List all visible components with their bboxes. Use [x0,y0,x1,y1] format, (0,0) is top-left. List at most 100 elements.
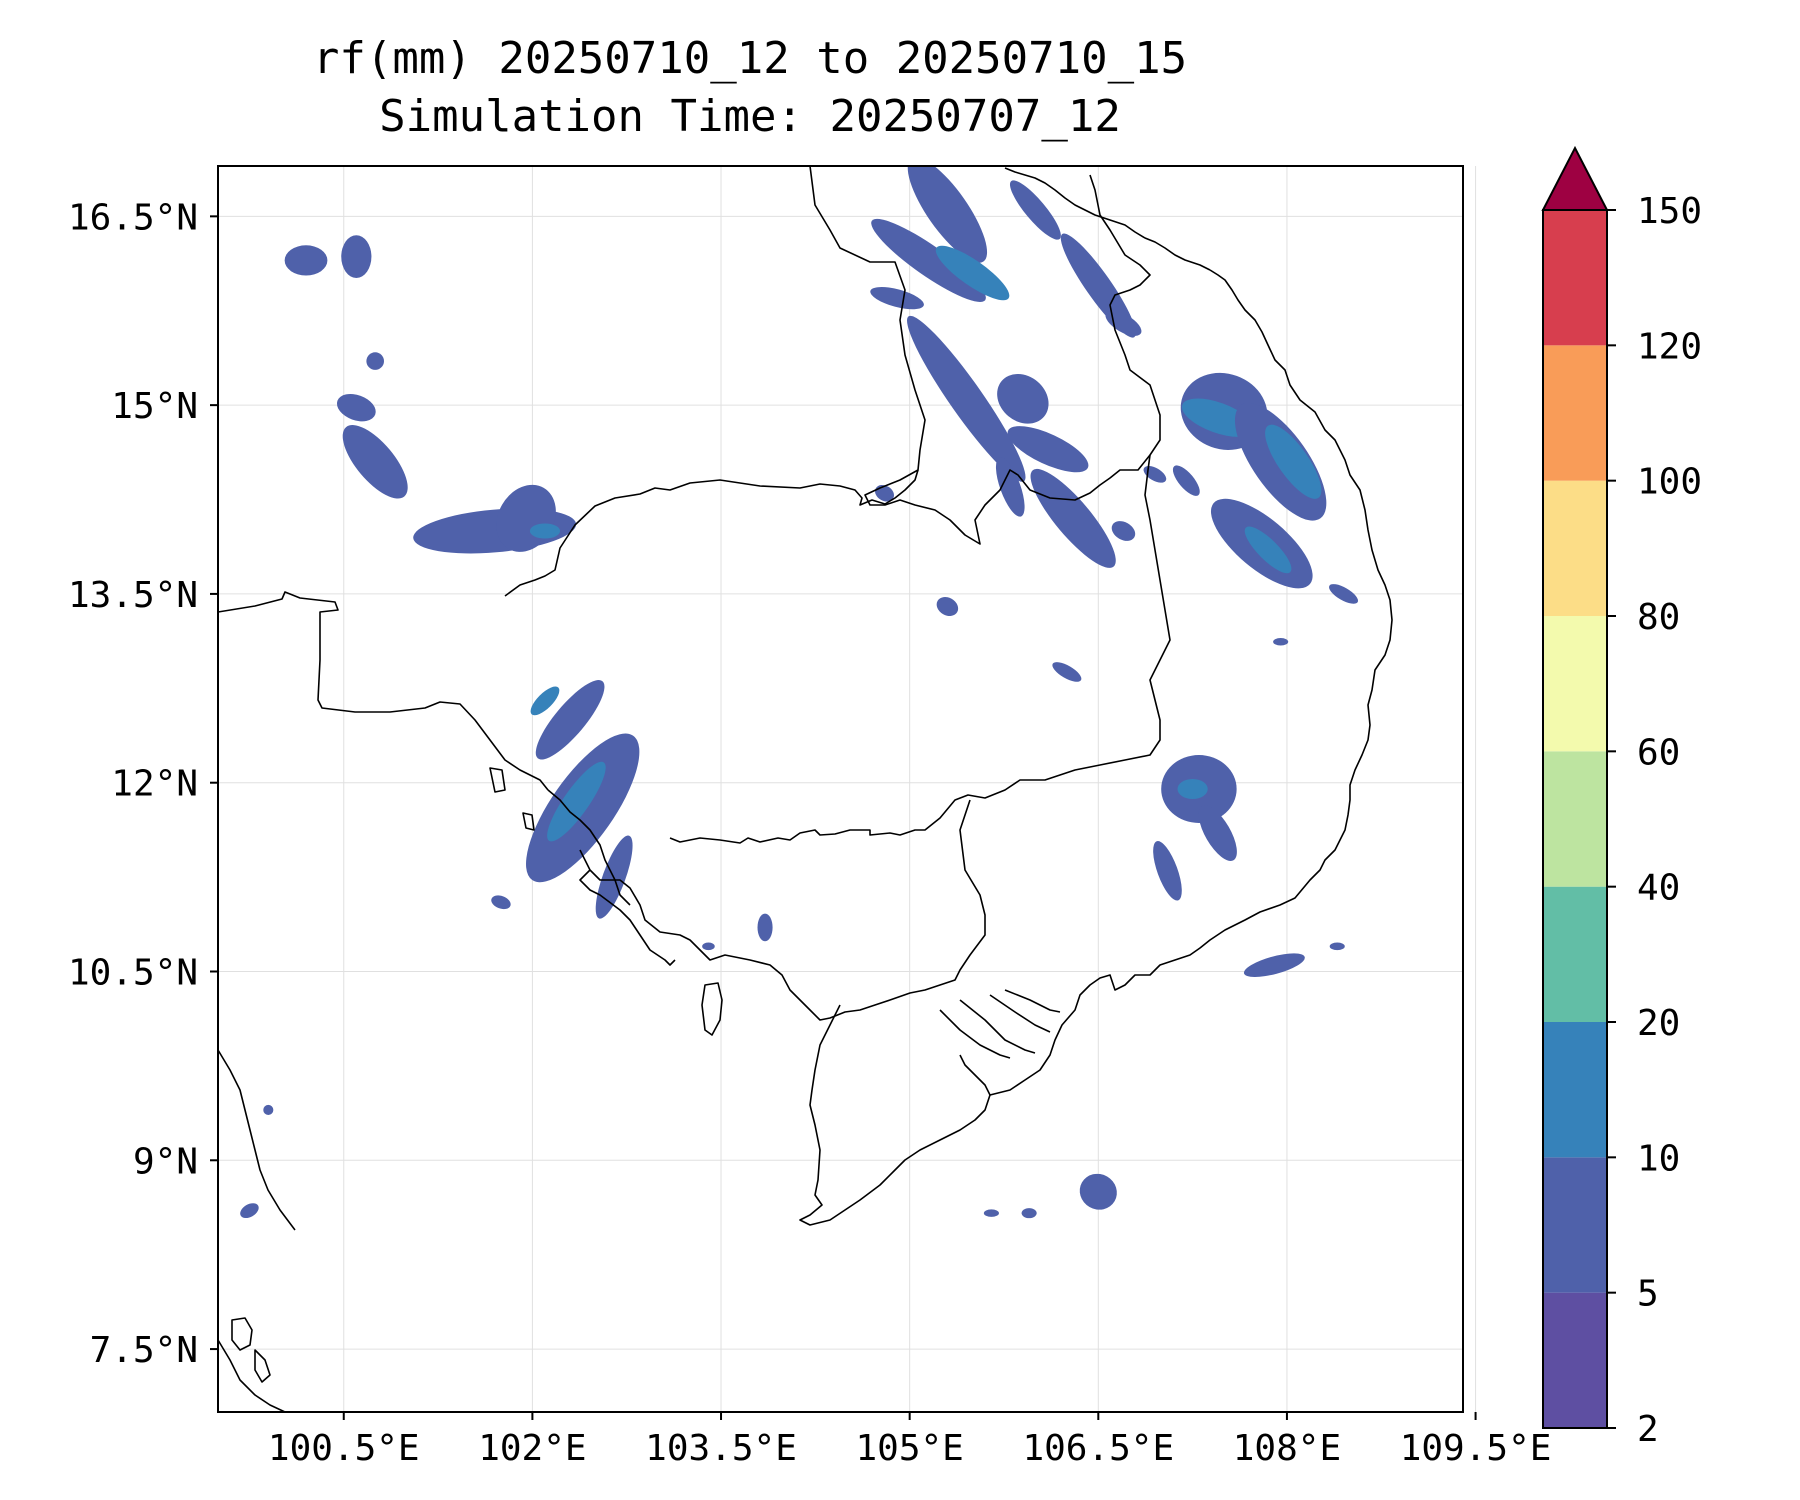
colorbar-tick-label: 20 [1637,1003,1680,1044]
map-gridlines [218,166,1477,1412]
cambodia-gulf-coast [579,869,676,966]
rain-cell [757,913,773,942]
rain-cell [1265,424,1322,499]
lat-tick-label: 9°N [133,1141,198,1182]
thailand-cambodia-border [218,591,549,791]
rain-cell [1009,180,1061,240]
rain-cell [997,373,1049,424]
delta-channel-2 [959,999,1036,1054]
rain-cell [1030,468,1116,568]
colorbar-tick-label: 5 [1637,1274,1659,1315]
coastlines-borders [218,166,1393,1412]
colorbar-segment [1543,345,1607,481]
colorbar-segment [1543,210,1607,346]
colorbar-tick-label: 10 [1637,1138,1680,1179]
rain-cell [491,895,511,910]
colorbar-segment [1543,480,1607,616]
rain-cell [284,245,328,276]
map-subtitle: Simulation Time: 20250707_12 [379,91,1121,142]
colorbar-tick-label: 150 [1637,191,1702,232]
lat-tick-label: 13.5°N [68,575,198,616]
thailand-east-coast [547,789,631,906]
rain-cell [1273,637,1289,646]
colorbar: 2 5 10 20 40 60 80 100 120 150 [1541,145,1702,1450]
lon-tick-label: 105°E [855,1428,963,1469]
lat-tick-label: 15°N [111,386,198,427]
rain-cell [529,523,561,539]
laos-vietnam-border-north [809,166,1161,545]
vietnam-southern-interior-border [579,799,986,1021]
colorbar-tick-label: 120 [1637,326,1702,367]
rain-cell [1153,841,1182,901]
rain-cell [336,393,376,422]
delta-channel-4 [1004,989,1061,1013]
colorbar-segment [1543,616,1607,752]
rain-cell [535,680,605,760]
rainfall-field [240,166,1359,1219]
malay-peninsula-coast [218,1049,296,1231]
vietnam-south-coast [799,1004,991,1226]
malay-peninsula-islands [231,1317,271,1383]
malay-peninsula-west [218,1339,286,1412]
cambodia-vietnam-border [669,454,1171,844]
colorbar-frame [1542,209,1608,1429]
rain-cell [263,1104,274,1115]
lat-tick-label: 10.5°N [68,952,198,993]
rain-cell [875,484,895,502]
rain-cell [1021,1208,1037,1219]
lon-tick-label: 103.5°E [645,1428,797,1469]
rain-cell [907,315,1026,482]
rain-cell [935,245,1010,301]
lat-tick-label: 12°N [111,764,198,805]
rain-cell [1007,426,1089,473]
rain-cell [547,761,606,842]
colorbar-segment [1543,1022,1607,1158]
rain-cell [1079,1173,1117,1210]
rain-cell [936,597,959,616]
vietnam-north-coast [1004,167,1211,271]
delta-channel-1 [939,1009,1011,1059]
rain-cell [983,1209,999,1217]
colorbar-segment [1543,1292,1607,1428]
colorbar-segment [1543,1157,1607,1293]
island-kong [489,767,506,793]
rain-cell [341,235,372,278]
lat-tick-label: 16.5°N [68,197,198,238]
rain-cell [240,1203,259,1219]
lon-tick-label: 106.5°E [1022,1428,1174,1469]
rain-cell [995,457,1025,517]
colorbar-tick-label: 2 [1637,1409,1659,1450]
rain-cell [1172,465,1200,496]
island-phu-quoc [701,982,723,1036]
lat-tick-label: 7.5°N [90,1330,198,1371]
rain-cell [1052,662,1082,682]
colorbar-tick-label: 40 [1637,868,1680,909]
cambodia-laos-border [504,469,919,597]
map-title: rf(mm) 20250710_12 to 20250710_15 [312,33,1188,84]
colorbar-tick-label: 100 [1637,462,1702,503]
rain-cell [366,352,384,370]
lon-tick-label: 100.5°E [268,1428,420,1469]
rain-cell [907,166,988,263]
rain-cell [1105,310,1142,336]
lon-tick-label: 102°E [478,1428,586,1469]
rain-cell [1198,805,1237,861]
rain-cell [871,218,986,302]
rain-cell [1243,953,1305,977]
rain-cell [1329,584,1359,604]
rain-cell [870,287,924,310]
lon-tick-label: 108°E [1233,1428,1341,1469]
island-chang [522,812,535,831]
rain-cell [1111,521,1136,541]
delta-channel-3 [989,994,1051,1033]
rain-cell [1177,778,1208,800]
rain-cell [1244,526,1292,574]
colorbar-extend-arrow [1541,145,1609,211]
lon-tick-label: 109.5°E [1400,1428,1552,1469]
colorbar-segment [1543,751,1607,887]
longitude-axis: 100.5°E 102°E 103.5°E 105°E 106.5°E 108°E 109.… [268,1412,1552,1469]
colorbar-segment [1543,886,1607,1022]
rain-cell [702,942,715,951]
colorbar-tick-label: 80 [1637,597,1680,638]
